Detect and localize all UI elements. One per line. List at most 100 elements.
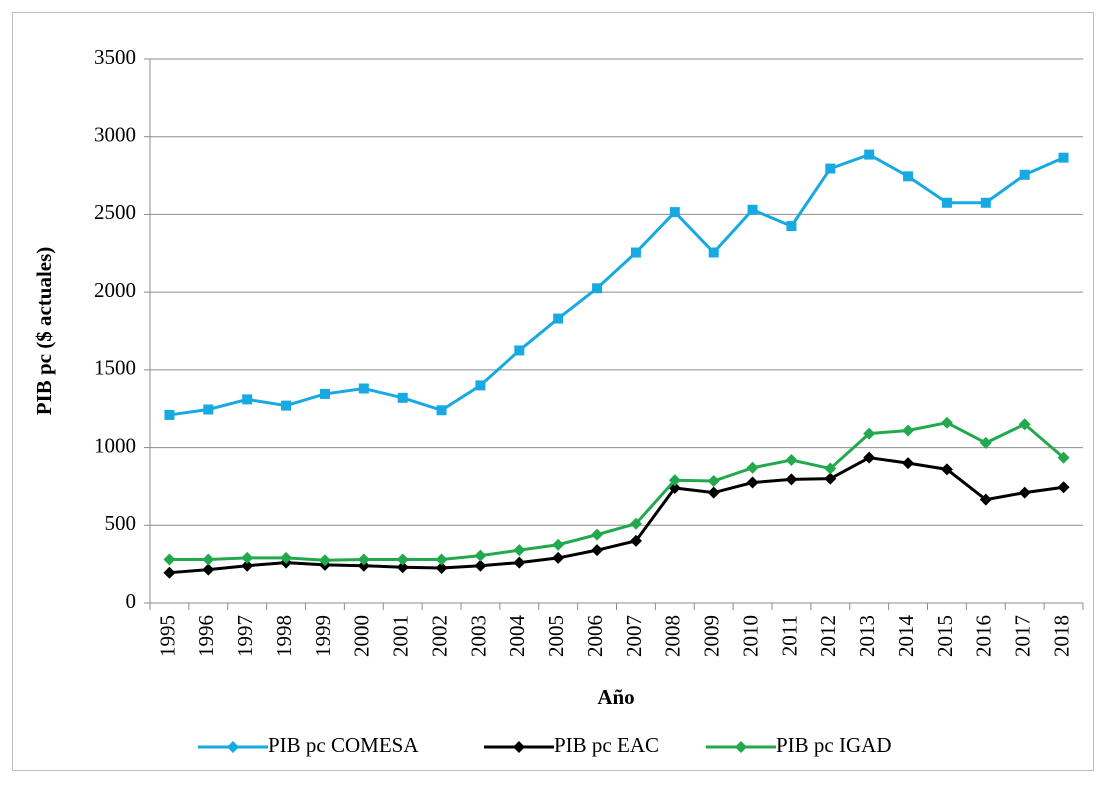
marker — [630, 247, 641, 258]
legend-label: PIB pc COMESA — [268, 733, 419, 757]
marker — [669, 207, 680, 218]
marker — [474, 559, 487, 572]
marker — [475, 380, 486, 391]
marker — [241, 559, 254, 572]
marker — [358, 383, 369, 394]
x-tick-label: 2010 — [738, 615, 762, 657]
marker — [553, 313, 564, 324]
x-tick-label: 2013 — [855, 615, 879, 657]
marker — [786, 221, 797, 232]
marker — [902, 424, 915, 437]
marker — [1018, 418, 1031, 431]
marker — [1019, 169, 1030, 180]
marker — [746, 476, 759, 489]
y-axis-title: PIB pc ($ actuales) — [32, 247, 56, 416]
x-tick-label: 2001 — [389, 615, 413, 657]
marker — [592, 283, 603, 294]
y-tick-label: 500 — [105, 511, 137, 535]
chart-frame — [12, 12, 1094, 771]
x-tick-label: 2002 — [427, 615, 451, 657]
x-axis-title: Año — [597, 685, 634, 709]
x-tick-label: 2018 — [1049, 615, 1073, 657]
x-tick-label: 2003 — [466, 615, 490, 657]
marker — [435, 562, 448, 575]
series-line — [169, 152, 1065, 417]
marker — [514, 345, 525, 356]
marker — [979, 493, 992, 506]
x-tick-label: 2012 — [816, 615, 840, 657]
marker — [396, 553, 409, 566]
marker — [629, 534, 642, 547]
legend-marker — [735, 741, 747, 753]
y-tick-label: 1500 — [94, 356, 136, 380]
y-tick-label: 1000 — [94, 433, 136, 457]
legend-marker — [227, 741, 239, 753]
marker — [242, 394, 253, 405]
y-tick-label: 2000 — [94, 278, 136, 302]
marker — [746, 461, 759, 474]
marker — [435, 553, 448, 566]
x-tick-label: 2005 — [544, 615, 568, 657]
marker — [785, 473, 798, 486]
marker — [357, 553, 370, 566]
marker — [241, 551, 254, 564]
marker — [1058, 152, 1069, 163]
marker — [668, 474, 681, 487]
x-tick-label: 2009 — [700, 615, 724, 657]
marker — [747, 204, 758, 215]
x-tick-label: 2011 — [777, 615, 801, 656]
y-tick-label: 0 — [126, 589, 137, 613]
x-tick-label: 1998 — [272, 615, 296, 657]
series-line — [169, 421, 1065, 562]
series-line — [169, 456, 1064, 575]
marker — [708, 247, 719, 258]
marker — [396, 561, 409, 574]
marker — [980, 197, 991, 208]
marker — [941, 197, 952, 208]
marker — [513, 544, 526, 557]
marker — [397, 392, 408, 403]
marker — [436, 405, 447, 416]
x-tick-label: 1999 — [311, 615, 335, 657]
marker — [1057, 481, 1070, 494]
marker — [903, 171, 914, 182]
x-tick-label: 1995 — [155, 615, 179, 657]
marker — [318, 554, 331, 567]
x-tick-label: 2004 — [505, 615, 529, 658]
legend-label: PIB pc IGAD — [776, 733, 892, 757]
marker — [785, 454, 798, 467]
marker — [163, 566, 176, 579]
marker — [940, 416, 953, 429]
marker — [864, 149, 875, 160]
marker — [202, 553, 215, 566]
x-tick-label: 1996 — [194, 615, 218, 657]
x-tick-label: 2014 — [894, 615, 918, 658]
marker — [202, 563, 215, 576]
x-tick-label: 2007 — [622, 615, 646, 657]
marker — [319, 388, 330, 399]
marker — [940, 463, 953, 476]
marker — [863, 427, 876, 440]
marker — [591, 528, 604, 541]
marker — [1018, 486, 1031, 499]
x-tick-label: 2015 — [933, 615, 957, 657]
x-tick-label: 2016 — [972, 615, 996, 657]
marker — [513, 556, 526, 569]
marker — [474, 549, 487, 562]
marker — [281, 400, 292, 411]
marker — [707, 486, 720, 499]
marker — [591, 544, 604, 557]
legend-marker — [513, 741, 525, 753]
y-tick-label: 2500 — [94, 200, 136, 224]
x-tick-label: 2017 — [1011, 615, 1035, 657]
marker — [902, 457, 915, 470]
x-tick-label: 2008 — [661, 615, 685, 657]
marker — [163, 553, 176, 566]
marker — [1057, 451, 1070, 464]
marker — [280, 551, 293, 564]
y-tick-label: 3500 — [94, 45, 136, 69]
marker — [707, 474, 720, 487]
marker — [824, 472, 837, 485]
marker — [863, 451, 876, 464]
